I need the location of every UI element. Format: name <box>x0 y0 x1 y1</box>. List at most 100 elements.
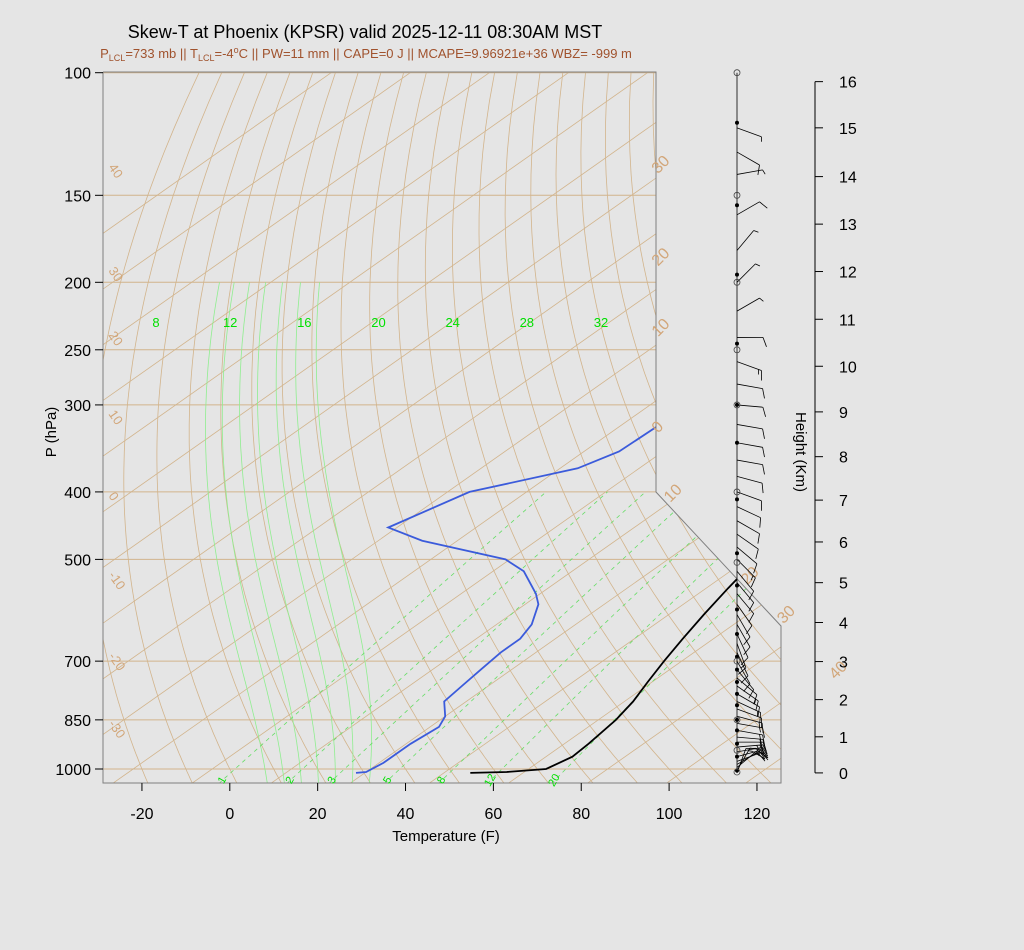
x-tick-label: 100 <box>656 806 683 823</box>
p-tick-label: 250 <box>64 343 91 360</box>
wind-barb-staff <box>736 729 763 736</box>
barb-marker-filled <box>735 728 739 733</box>
wind-barb <box>736 297 764 312</box>
wind-barb-flag <box>762 337 767 347</box>
x-tick-label: 60 <box>484 806 502 823</box>
dry-adiabat-line <box>424 72 639 783</box>
wind-barb-flag <box>755 751 760 756</box>
p-tick-label: 1000 <box>55 762 91 779</box>
wind-barb-flag <box>762 388 765 399</box>
wind-barb-flag <box>759 747 765 757</box>
dry-adiabat-line <box>123 72 223 783</box>
barb-marker-filled <box>735 741 739 746</box>
wind-barb <box>736 693 760 717</box>
barb-marker-filled <box>735 754 739 759</box>
barb-marker-open <box>733 346 741 354</box>
wind-barb <box>736 336 767 347</box>
wind-barb-flag <box>756 745 760 750</box>
dry-adiabat-line <box>530 72 781 783</box>
p-tick-label: 700 <box>64 654 91 671</box>
wind-barb-flag <box>759 727 761 733</box>
wind-barb-staff <box>736 752 762 762</box>
wind-barb-staff <box>736 263 756 283</box>
mixing-ratio-line <box>328 491 646 783</box>
wind-barb-flag <box>758 722 760 728</box>
wind-barb-flag <box>753 230 759 233</box>
x-tick-label: 40 <box>397 806 415 823</box>
y-axis-label: P (hPa) <box>43 407 60 458</box>
height-tick-label: 7 <box>839 493 848 510</box>
barb-marker-open <box>733 69 741 77</box>
height-tick-label: 9 <box>839 405 848 422</box>
wind-barb <box>736 361 762 381</box>
barb-marker-filled <box>735 203 739 208</box>
wind-barb-staff <box>736 404 763 408</box>
barb-marker-filled <box>735 607 739 612</box>
wind-barb-flag <box>748 689 755 699</box>
mixing-ratio-label: 1 <box>216 775 229 786</box>
wind-barb <box>736 643 747 675</box>
wind-barb <box>736 201 768 216</box>
barb-marker-filled <box>735 703 739 708</box>
height-tick-label: 14 <box>839 170 857 187</box>
wind-barb-staff <box>736 593 755 614</box>
height-tick-label: 15 <box>839 121 857 138</box>
isotherm-line <box>103 72 781 783</box>
moist-adiabat-label: 24 <box>445 315 459 330</box>
wind-barb <box>736 546 758 574</box>
height-tick-label: 6 <box>839 535 848 552</box>
wind-barb-flag <box>740 657 749 666</box>
wind-barb-staff <box>736 750 758 768</box>
barb-marker-open <box>733 657 741 665</box>
isotherm-line <box>103 72 411 783</box>
moist-adiabat-label: 20 <box>371 315 385 330</box>
wind-barb-staff <box>736 506 761 519</box>
wind-barb-flag <box>758 753 766 762</box>
height-tick-label: 5 <box>839 576 848 593</box>
p-lcl-value: =733 mb || <box>125 46 190 61</box>
isotherm-line <box>103 72 781 783</box>
height-axis-label: Height (Km) <box>792 412 809 492</box>
wind-barb <box>736 660 751 692</box>
wind-barb <box>736 685 759 711</box>
x-tick-label: 0 <box>225 806 234 823</box>
height-tick-label: 0 <box>839 766 848 783</box>
wind-barb-staff <box>736 633 749 658</box>
wind-barb <box>736 744 768 755</box>
mixing-ratio-line <box>438 491 745 783</box>
wind-barb-staff <box>736 582 755 603</box>
moist-adiabat-label: 8 <box>152 315 159 330</box>
mixing-ratio-line <box>218 491 547 783</box>
t-lcl-value: =-4 <box>214 46 233 61</box>
barb-marker-filled <box>735 341 739 346</box>
p-lcl-symbol: P <box>100 46 109 61</box>
wind-barb-flag <box>762 447 765 458</box>
wind-barb <box>736 506 761 528</box>
moist-adiabat-line <box>221 282 285 783</box>
barb-marker-filled <box>735 691 739 696</box>
isotherm-label-left: 30 <box>106 264 127 284</box>
wind-barb-flag <box>748 613 755 623</box>
p-tick-label: 400 <box>64 485 91 502</box>
dry-adiabat-line <box>504 72 773 783</box>
wind-barb <box>736 708 762 728</box>
barb-marker-filled <box>735 654 739 659</box>
height-tick-label: 13 <box>839 217 857 234</box>
wind-barb-staff <box>736 546 758 565</box>
dry-adiabat-line <box>156 72 245 783</box>
barb-marker-open <box>733 716 741 724</box>
wind-barb-staff <box>736 297 760 312</box>
isotherm-label-left: 40 <box>106 161 127 181</box>
wind-barb <box>736 520 760 544</box>
moist-adiabat-line <box>205 282 268 783</box>
wind-barb-flag <box>750 575 754 581</box>
barb-marker-filled <box>735 667 739 672</box>
wind-barb-staff <box>736 424 763 430</box>
p-tick-label: 850 <box>64 713 91 730</box>
wind-barb-staff <box>736 533 759 550</box>
wind-barb <box>736 604 753 635</box>
mixing-ratio-line <box>384 491 696 783</box>
wind-barb-staff <box>736 685 759 702</box>
mixing-ratio-label: 3 <box>325 775 338 786</box>
wind-barb-staff <box>736 491 762 502</box>
